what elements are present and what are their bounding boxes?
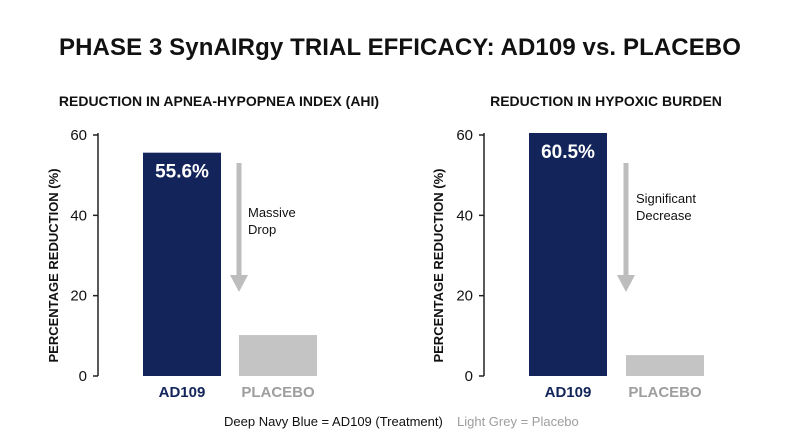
chart2-arrow-head xyxy=(617,275,635,292)
chart2-arrow-shaft xyxy=(623,163,629,276)
chart1-bar-placebo xyxy=(239,335,317,376)
chart2-ytick-label-60: 60 xyxy=(456,127,473,144)
chart2-title: REDUCTION IN HYPOXIC BURDEN xyxy=(490,93,722,109)
legend-placebo: Light Grey = Placebo xyxy=(457,414,579,429)
chart2-annotation-line-2: Decrease xyxy=(636,208,692,223)
chart1-annotation-line-1: Massive xyxy=(248,205,296,220)
chart2-data-label-ad109: 60.5% xyxy=(541,142,595,163)
chart1-y-axis-title: PERCENTAGE REDUCTION (%) xyxy=(46,168,61,362)
chart2-annotation-line-1: Significant xyxy=(636,191,696,206)
chart1-arrow-shaft xyxy=(236,163,242,276)
chart2-ytick-label-20: 20 xyxy=(456,288,473,305)
chart2-ytick-label-0: 0 xyxy=(465,368,473,385)
chart1-annotation-line-2: Drop xyxy=(248,222,276,237)
chart1-title: REDUCTION IN APNEA-HYPOPNEA INDEX (AHI) xyxy=(59,93,379,109)
figure-title: PHASE 3 SynAIRgy TRIAL EFFICACY: AD109 v… xyxy=(58,34,741,61)
chart1-ytick-label-20: 20 xyxy=(70,288,87,305)
chart2-bar-ad109 xyxy=(529,132,607,376)
chart2-bar-placebo xyxy=(626,355,704,376)
chart1-bar-ad109 xyxy=(143,152,221,376)
chart2-category-label-ad109: AD109 xyxy=(545,384,592,401)
legend-treatment: Deep Navy Blue = AD109 (Treatment) xyxy=(224,414,443,429)
chart1-ytick-label-60: 60 xyxy=(70,127,87,144)
chart2-category-label-placebo: PLACEBO xyxy=(628,384,702,401)
chart1-category-label-placebo: PLACEBO xyxy=(241,384,315,401)
chart2-ytick-label-40: 40 xyxy=(456,207,473,224)
chart1-arrow-head xyxy=(230,275,248,292)
chart1-data-label-ad109: 55.6% xyxy=(155,162,209,183)
chart1-ytick-label-40: 40 xyxy=(70,207,87,224)
chart1-category-label-ad109: AD109 xyxy=(159,384,206,401)
chart2-y-axis-title: PERCENTAGE REDUCTION (%) xyxy=(431,168,446,362)
chart1-ytick-label-0: 0 xyxy=(79,368,87,385)
